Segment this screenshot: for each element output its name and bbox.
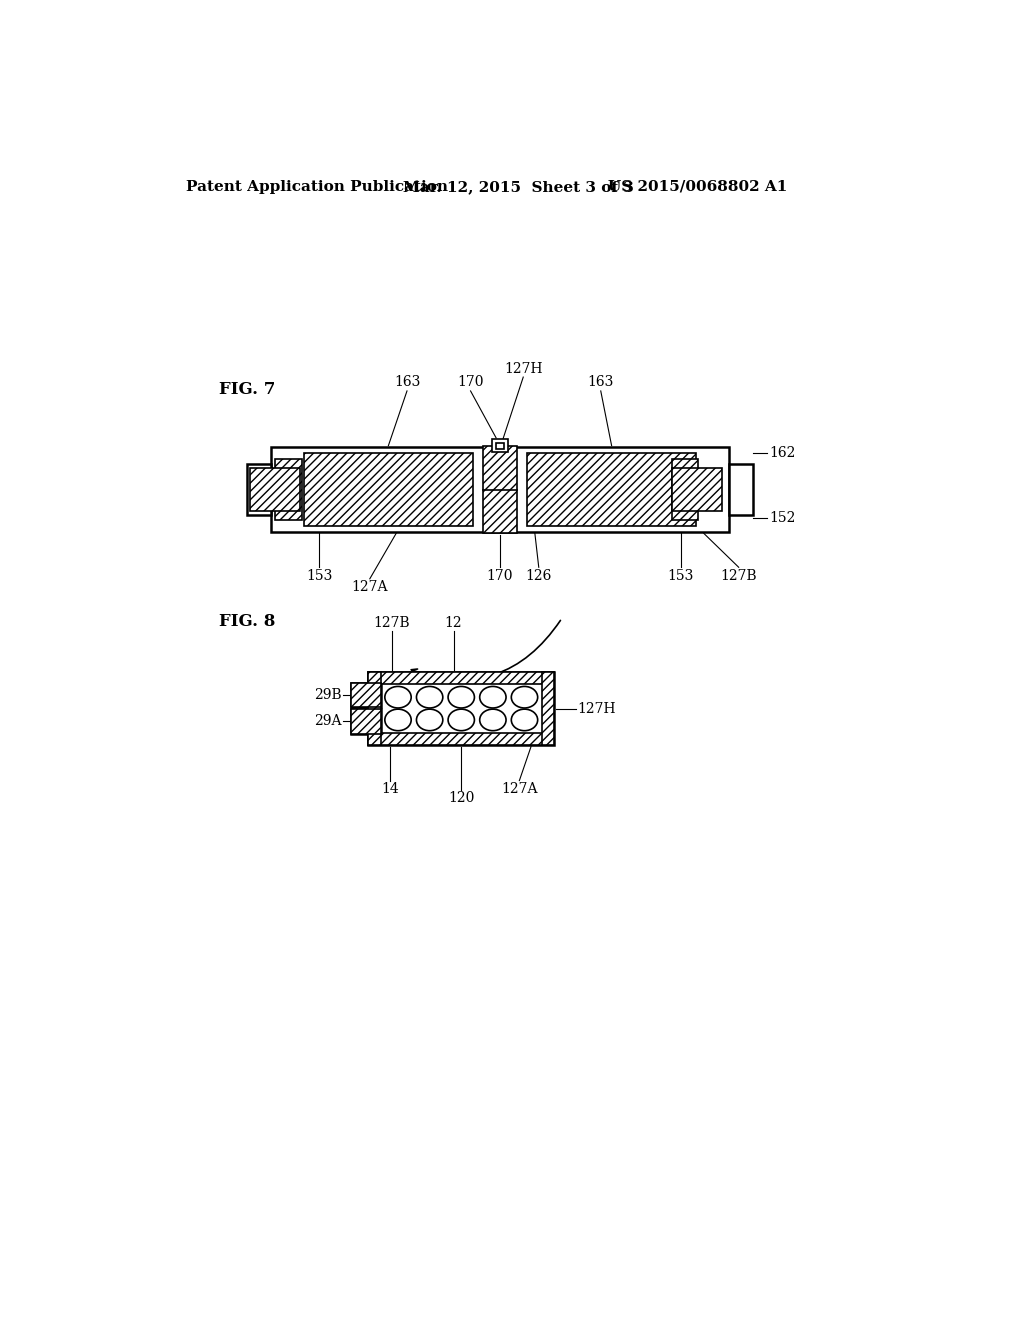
- Text: FIG. 7: FIG. 7: [219, 381, 275, 397]
- Ellipse shape: [449, 709, 474, 731]
- Bar: [251, 469, 300, 511]
- Text: 153: 153: [306, 569, 333, 583]
- Ellipse shape: [479, 709, 506, 731]
- Bar: [247, 465, 271, 515]
- Bar: [369, 672, 554, 744]
- Ellipse shape: [511, 686, 538, 708]
- Bar: [483, 446, 517, 533]
- Text: 29B: 29B: [314, 688, 342, 702]
- Ellipse shape: [385, 709, 412, 731]
- Ellipse shape: [479, 686, 506, 708]
- Bar: [527, 453, 696, 525]
- Text: 162: 162: [769, 446, 796, 461]
- Text: 29A: 29A: [314, 714, 342, 729]
- Text: 163: 163: [588, 375, 614, 389]
- Text: FIG. 8: FIG. 8: [219, 614, 275, 631]
- Ellipse shape: [511, 709, 538, 731]
- Text: 126: 126: [525, 569, 552, 583]
- Bar: [351, 709, 381, 734]
- Text: 127H: 127H: [504, 362, 543, 376]
- Text: 127B: 127B: [721, 569, 757, 583]
- Bar: [351, 709, 381, 734]
- Text: 14: 14: [381, 781, 398, 796]
- Ellipse shape: [449, 686, 474, 708]
- Bar: [496, 442, 504, 449]
- Text: Patent Application Publication: Patent Application Publication: [186, 180, 449, 194]
- Text: Mar. 12, 2015  Sheet 3 of 3: Mar. 12, 2015 Sheet 3 of 3: [403, 180, 634, 194]
- Ellipse shape: [417, 709, 442, 731]
- Text: US 2015/0068802 A1: US 2015/0068802 A1: [608, 180, 787, 194]
- Text: 127A: 127A: [501, 781, 538, 796]
- Bar: [304, 453, 473, 525]
- Bar: [542, 672, 554, 744]
- Text: 127A: 127A: [351, 581, 388, 594]
- Text: 12: 12: [444, 615, 462, 630]
- Bar: [369, 672, 554, 684]
- Bar: [351, 682, 381, 708]
- Ellipse shape: [385, 686, 412, 708]
- Text: 152: 152: [769, 511, 796, 525]
- Bar: [369, 672, 381, 744]
- Bar: [672, 459, 698, 520]
- Text: 170: 170: [458, 375, 483, 389]
- Text: 127H: 127H: [578, 702, 616, 715]
- Bar: [493, 440, 508, 451]
- Text: 153: 153: [668, 569, 694, 583]
- Ellipse shape: [417, 686, 442, 708]
- Bar: [369, 733, 554, 744]
- Text: 170: 170: [486, 569, 513, 583]
- Bar: [729, 465, 754, 515]
- Bar: [271, 447, 729, 532]
- Bar: [672, 469, 722, 511]
- Bar: [275, 459, 302, 520]
- Text: 127B: 127B: [373, 615, 410, 630]
- Text: 163: 163: [394, 375, 420, 389]
- Text: 120: 120: [449, 792, 474, 805]
- Bar: [351, 682, 381, 708]
